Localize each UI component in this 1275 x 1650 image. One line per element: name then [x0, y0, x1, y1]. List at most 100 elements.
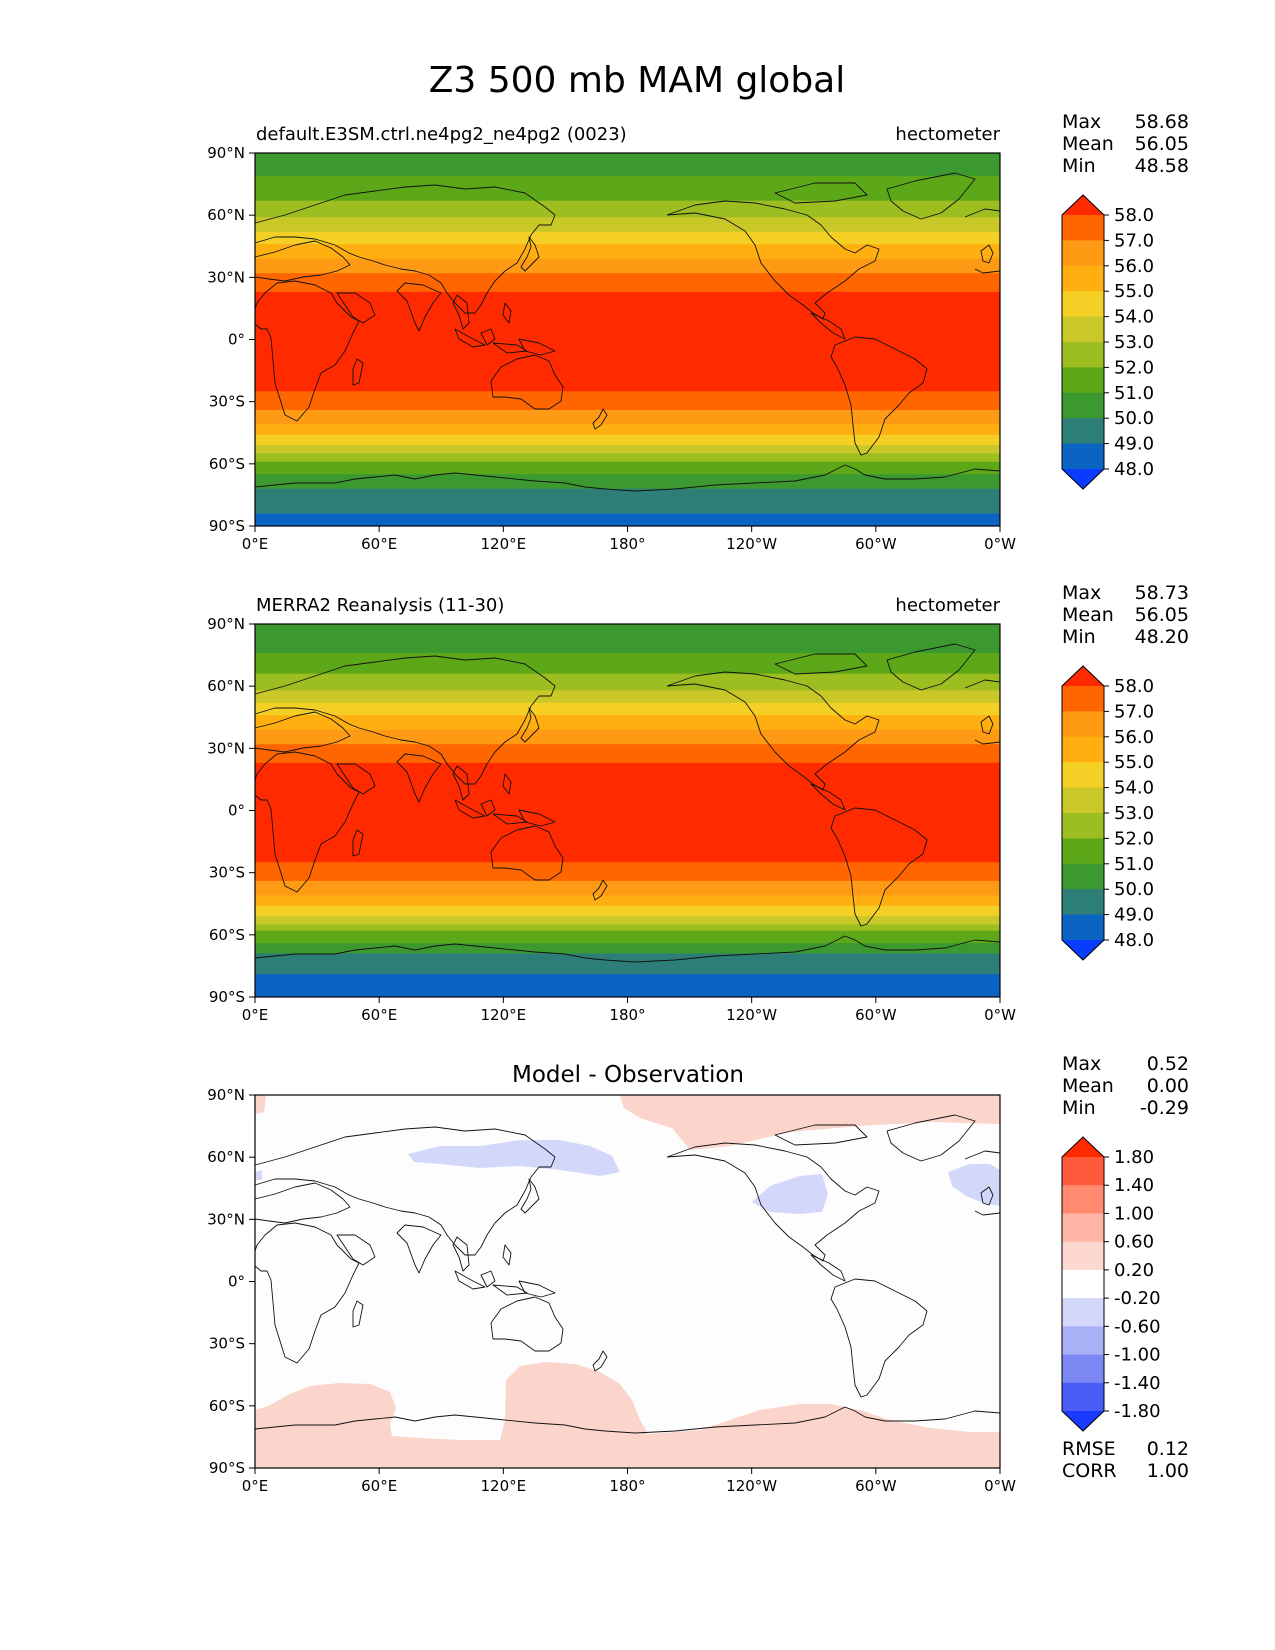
- colorbar-segment: [1062, 1269, 1104, 1299]
- contour-band: [255, 860, 1000, 863]
- contour-band: [255, 793, 1000, 797]
- colorbar-label: 55.0: [1114, 281, 1154, 302]
- contour-band: [255, 499, 1000, 502]
- panel-obs: MERRA2 Reanalysis (11-30) hectometer 90°…: [207, 582, 1189, 1024]
- contour-band: [255, 175, 1000, 179]
- contour-band: [255, 513, 1000, 517]
- colorbar-segment: [1062, 342, 1104, 368]
- contour-band: [255, 820, 1000, 824]
- contour-band: [255, 634, 1000, 638]
- panel-model-units: hectometer: [895, 124, 1000, 145]
- contour-band: [255, 310, 1000, 314]
- contour-band: [255, 327, 1000, 330]
- stat-value: 56.05: [1135, 604, 1189, 626]
- contour-band: [255, 198, 1000, 202]
- stat-label: Max: [1062, 111, 1101, 133]
- contour-band: [255, 453, 1000, 457]
- lon-tick-label: 120°E: [481, 535, 527, 553]
- contour-band: [255, 478, 1000, 482]
- contour-band: [255, 275, 1000, 278]
- colorbar-label: 0.20: [1114, 1260, 1154, 1281]
- lat-tick-label: 30°N: [207, 1210, 245, 1228]
- colorbar-segment: [1062, 889, 1104, 915]
- contour-band: [255, 244, 1000, 247]
- contour-band: [255, 688, 1000, 691]
- contour-band: [255, 204, 1000, 208]
- contour-band: [255, 669, 1000, 673]
- contour-band: [255, 206, 1000, 210]
- colorbar-label: 49.0: [1114, 434, 1154, 455]
- stat-label: RMSE: [1062, 1438, 1116, 1460]
- colorbar-segment: [1062, 1298, 1104, 1327]
- contour-band: [255, 955, 1000, 959]
- lon-tick-label: 0°E: [242, 1477, 269, 1495]
- contour-band: [255, 640, 1000, 644]
- contour-band: [255, 188, 1000, 191]
- contour-band: [255, 273, 1000, 276]
- contour-band: [255, 926, 1000, 930]
- stat-label: CORR: [1062, 1460, 1117, 1482]
- contour-band: [255, 965, 1000, 969]
- contour-band: [255, 304, 1000, 307]
- contour-band: [255, 907, 1000, 911]
- stat-value: 0.00: [1147, 1075, 1189, 1097]
- contour-band: [255, 775, 1000, 778]
- contour-band: [255, 657, 1000, 660]
- contour-band: [255, 800, 1000, 803]
- contour-band: [255, 362, 1000, 365]
- lat-tick-label: 60°S: [209, 1397, 245, 1415]
- contour-band: [255, 515, 1000, 519]
- contour-band: [255, 202, 1000, 206]
- contour-band: [255, 934, 1000, 938]
- contour-band: [255, 470, 1000, 473]
- contour-band: [255, 169, 1000, 173]
- contour-band: [255, 856, 1000, 859]
- contour-band: [255, 271, 1000, 274]
- contour-band: [255, 628, 1000, 631]
- contour-band: [255, 490, 1000, 494]
- contour-band: [255, 762, 1000, 766]
- contour-band: [255, 648, 1000, 652]
- contour-band: [255, 412, 1000, 415]
- contour-band: [255, 242, 1000, 245]
- contour-band: [255, 737, 1000, 741]
- contour-band: [255, 254, 1000, 258]
- contour-band: [255, 941, 1000, 944]
- contour-band: [255, 970, 1000, 973]
- contour-band: [255, 984, 1000, 988]
- contour-band: [255, 438, 1000, 442]
- contour-band: [255, 889, 1000, 892]
- lat-tick-label: 30°S: [209, 864, 245, 882]
- colorbar-label: 51.0: [1114, 854, 1154, 875]
- contour-band: [255, 700, 1000, 704]
- axis-ticks: 90°N 60°N 30°N 0° 30°S 60°S 90°S0°E 60°E 120°E 18…: [207, 144, 1016, 553]
- colorbar-label: 53.0: [1114, 332, 1154, 353]
- colorbar-label: 58.0: [1114, 676, 1154, 697]
- contour-band: [255, 374, 1000, 378]
- contour-band: [255, 893, 1000, 897]
- contour-band: [255, 769, 1000, 772]
- contour-band: [255, 227, 1000, 231]
- contour-band: [255, 742, 1000, 745]
- contour-band: [255, 961, 1000, 965]
- panel-obs-units: hectometer: [895, 595, 1000, 616]
- contour-band: [255, 447, 1000, 450]
- lon-tick-label: 120°W: [726, 1006, 777, 1024]
- colorbar-label: 54.0: [1114, 307, 1154, 328]
- stat-label: Max: [1062, 582, 1101, 604]
- contour-band: [255, 750, 1000, 754]
- contour-band: [255, 715, 1000, 718]
- contour-band: [255, 211, 1000, 214]
- colorbar-segment: [1062, 736, 1104, 763]
- contour-band: [255, 994, 1000, 997]
- contour-band: [255, 632, 1000, 635]
- map-difference: [255, 1095, 1000, 1468]
- contour-band: [255, 264, 1000, 268]
- contour-band: [255, 443, 1000, 446]
- contour-band: [255, 992, 1000, 996]
- map-model-field: [255, 153, 1000, 526]
- colorbar-label: -0.20: [1114, 1288, 1161, 1309]
- contour-band: [255, 777, 1000, 781]
- colorbar-label: -1.40: [1114, 1373, 1161, 1394]
